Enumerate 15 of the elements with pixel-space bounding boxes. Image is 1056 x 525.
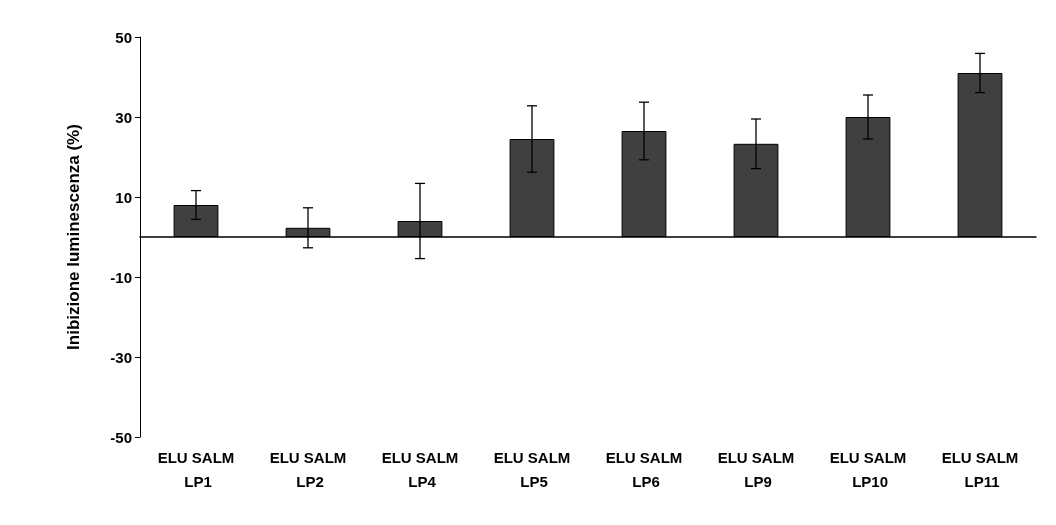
x-tick-label: ELU SALM LP1 bbox=[157, 448, 235, 490]
y-tick-label: -50 bbox=[110, 428, 132, 446]
y-tick-label: -10 bbox=[110, 268, 132, 286]
x-tick-label: ELU SALM LP10 bbox=[829, 448, 907, 490]
x-tick-label: ELU SALM LP9 bbox=[717, 448, 795, 490]
y-axis-title: Inibizione luminescenza (%) bbox=[64, 124, 83, 350]
y-tick-label: 50 bbox=[115, 28, 132, 46]
x-tick-label: ELU SALM LP11 bbox=[941, 448, 1019, 490]
x-tick-label: ELU SALM LP2 bbox=[269, 448, 347, 490]
y-tick-label: 30 bbox=[115, 108, 132, 126]
x-tick-label: ELU SALM LP5 bbox=[493, 448, 571, 490]
x-tick-label: ELU SALM LP4 bbox=[381, 448, 459, 490]
y-tick-label: 10 bbox=[115, 188, 132, 206]
x-tick-label: ELU SALM LP6 bbox=[605, 448, 683, 490]
y-tick-label: -30 bbox=[110, 348, 132, 366]
